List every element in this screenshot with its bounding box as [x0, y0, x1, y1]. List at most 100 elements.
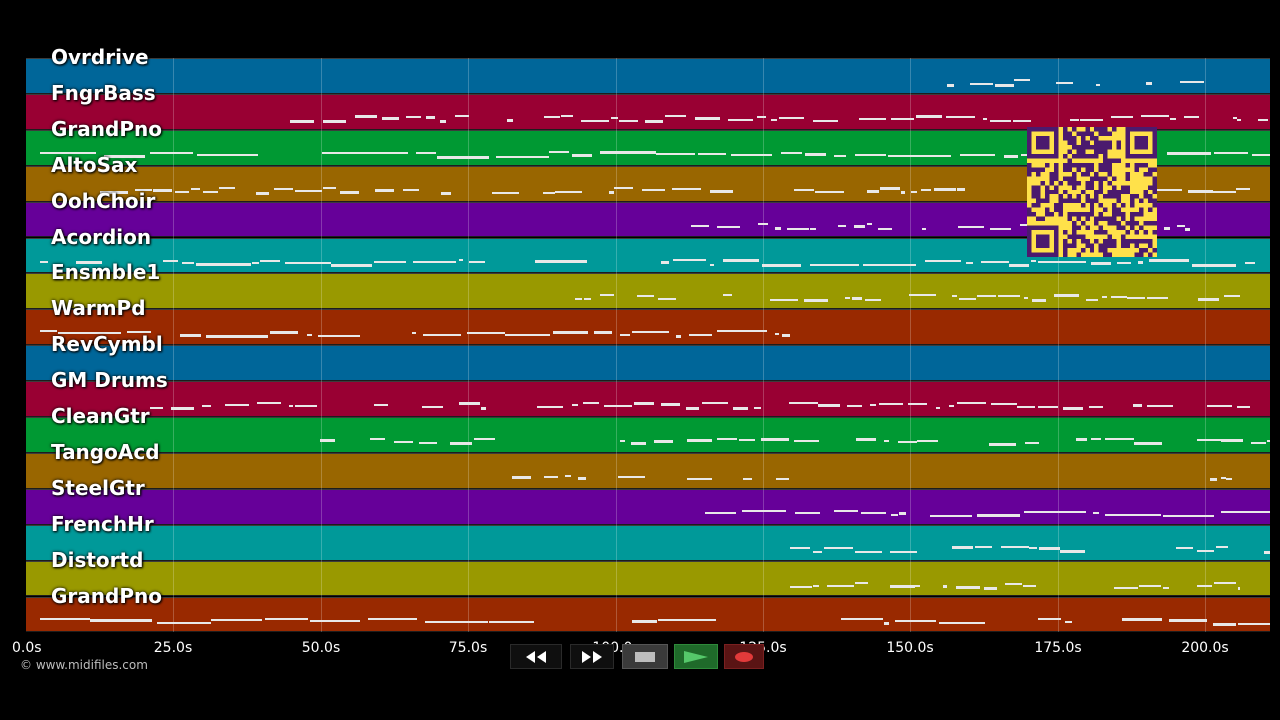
- note-segment: [884, 621, 889, 625]
- note-segment: [40, 330, 57, 333]
- note-segment: [1192, 263, 1236, 267]
- note-segment: [1134, 442, 1162, 445]
- note-segment: [374, 404, 388, 407]
- play-button[interactable]: [674, 644, 718, 669]
- time-tick-label: 25.0s: [153, 640, 193, 656]
- fast-forward-button[interactable]: [570, 644, 614, 669]
- note-segment: [855, 550, 882, 553]
- note-segment: [459, 258, 463, 261]
- note-segment: [1141, 114, 1169, 117]
- note-segment: [549, 150, 569, 153]
- note-segment: [252, 261, 259, 264]
- note-segment: [1153, 188, 1182, 191]
- note-segment: [1023, 584, 1036, 587]
- note-segment: [1089, 406, 1103, 409]
- record-button[interactable]: [724, 644, 764, 669]
- note-segment: [775, 226, 781, 230]
- note-segment: [1065, 620, 1072, 623]
- note-segment: [191, 187, 200, 190]
- stop-button[interactable]: [622, 644, 668, 669]
- note-segment: [127, 331, 151, 334]
- note-segment: [925, 259, 961, 262]
- note-segment: [1039, 546, 1060, 550]
- note-segment: [956, 585, 980, 589]
- note-segment: [1038, 406, 1058, 409]
- note-segment: [957, 187, 965, 191]
- note-segment: [1013, 119, 1031, 122]
- note-segment: [645, 119, 663, 123]
- note-segment: [474, 438, 495, 440]
- note-segment: [40, 151, 96, 154]
- note-segment: [1056, 82, 1073, 84]
- note-segment: [441, 191, 451, 195]
- note-segment: [1224, 295, 1240, 298]
- note-segment: [489, 620, 534, 623]
- note-segment: [1237, 406, 1250, 409]
- note-segment: [1264, 550, 1270, 554]
- note-segment: [952, 545, 973, 549]
- track-label: RevCymbl: [51, 332, 163, 357]
- note-segment: [863, 263, 916, 266]
- note-segment: [1149, 258, 1189, 262]
- note-segment: [619, 119, 638, 122]
- note-segment: [930, 514, 972, 517]
- track-label: Acordion: [51, 224, 152, 249]
- note-segment: [600, 294, 614, 297]
- note-segment: [340, 190, 359, 194]
- note-segment: [507, 118, 513, 122]
- note-segment: [810, 263, 859, 266]
- note-segment: [870, 404, 876, 407]
- note-segment: [723, 258, 759, 262]
- transport-controls: [510, 644, 770, 669]
- note-segment: [654, 440, 673, 443]
- track-label: CleanGtr: [51, 404, 150, 428]
- note-segment: [917, 440, 927, 442]
- note-segment: [104, 154, 145, 158]
- note-segment: [672, 187, 701, 190]
- note-segment: [710, 263, 714, 266]
- note-segment: [804, 299, 828, 303]
- note-segment: [934, 187, 956, 191]
- note-segment: [891, 117, 914, 120]
- rewind-icon: [526, 650, 546, 663]
- note-segment: [632, 619, 657, 623]
- note-segment: [496, 155, 549, 158]
- note-segment: [959, 298, 976, 301]
- note-segment: [743, 477, 752, 480]
- note-segment: [381, 151, 408, 154]
- note-segment: [1038, 260, 1086, 263]
- note-segment: [960, 153, 995, 156]
- note-segment: [611, 116, 618, 119]
- note-segment: [1091, 438, 1101, 440]
- note-segment: [776, 477, 789, 480]
- rewind-button[interactable]: [510, 644, 562, 669]
- note-segment: [818, 404, 840, 408]
- note-segment: [553, 331, 588, 335]
- note-segment: [1111, 296, 1127, 299]
- note-segment: [915, 584, 920, 587]
- note-segment: [331, 263, 372, 267]
- note-segment: [180, 334, 201, 338]
- note-segment: [770, 299, 798, 302]
- note-segment: [416, 151, 436, 154]
- note-segment: [957, 402, 986, 405]
- note-segment: [1226, 477, 1232, 480]
- note-segment: [1167, 151, 1211, 155]
- note-segment: [995, 84, 1014, 87]
- note-segment: [535, 259, 587, 263]
- fast-forward-icon: [582, 650, 602, 663]
- note-segment: [40, 617, 90, 620]
- note-segment: [1237, 118, 1241, 121]
- note-segment: [257, 402, 281, 405]
- note-segment: [422, 406, 443, 409]
- note-segment: [289, 405, 293, 408]
- note-segment: [705, 511, 736, 514]
- note-segment: [412, 332, 416, 335]
- record-icon: [735, 651, 753, 662]
- qr-code: [1027, 127, 1157, 257]
- gridline: [763, 58, 764, 632]
- note-segment: [884, 440, 889, 442]
- note-segment: [203, 190, 218, 193]
- note-segment: [440, 119, 446, 123]
- note-segment: [403, 188, 419, 191]
